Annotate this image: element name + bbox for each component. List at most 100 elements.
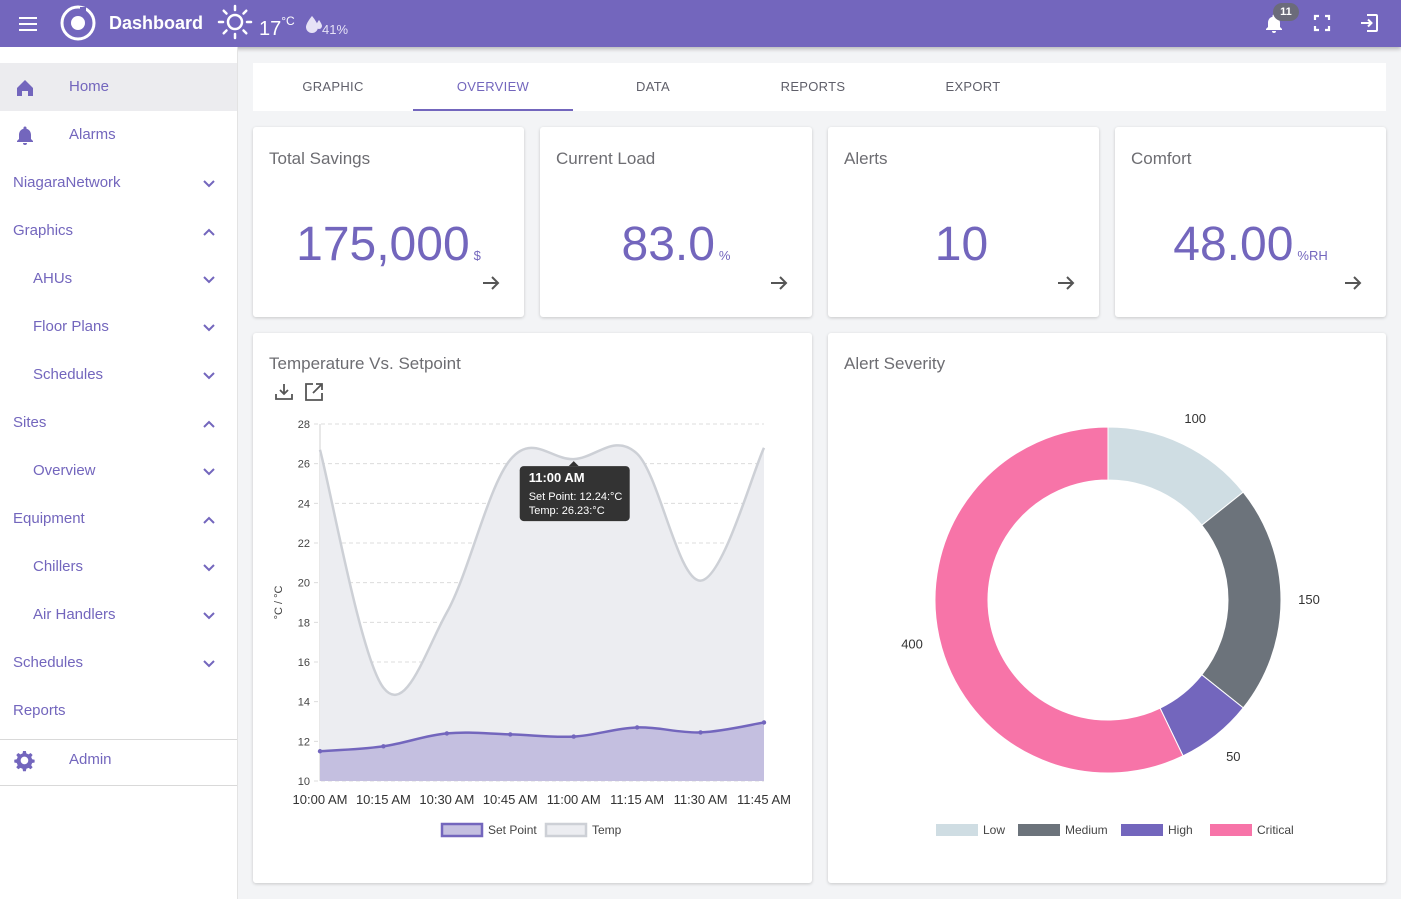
tab-overview[interactable]: OVERVIEW [413, 63, 573, 111]
setpoint-point[interactable] [317, 749, 323, 754]
sidebar-item-label: Home [69, 78, 110, 95]
sidebar-item-label: Graphics [13, 222, 74, 239]
chevron-down-icon[interactable] [200, 175, 218, 193]
setpoint-point[interactable] [381, 744, 386, 749]
arrow-right-icon[interactable] [1055, 272, 1077, 294]
y-tick-label: 28 [298, 419, 310, 431]
kpi-card-comfort: Comfort 48.00 %RH [1115, 127, 1386, 317]
tab-bar: GRAPHIC OVERVIEW DATA REPORTS EXPORT [253, 63, 1386, 111]
sidebar-divider [0, 739, 237, 740]
chevron-down-icon[interactable] [200, 559, 218, 577]
alert-severity-donut-chart: 100 150 50 400 Low Medium High Critical [901, 411, 1320, 837]
sidebar-item-label: Alarms [69, 126, 116, 143]
setpoint-point[interactable] [444, 731, 450, 736]
chevron-down-icon[interactable] [200, 319, 218, 337]
sidebar-item-label: Floor Plans [33, 318, 109, 335]
chevron-up-icon[interactable] [200, 223, 218, 241]
setpoint-point[interactable] [761, 720, 767, 725]
sidebar-item-graphics[interactable]: Graphics [0, 207, 237, 255]
fullscreen-icon[interactable] [1311, 12, 1333, 34]
tab-export[interactable]: EXPORT [945, 79, 1001, 94]
kpi-value: 10 [934, 218, 989, 271]
sun-icon [217, 4, 253, 40]
x-tick-label: 10:30 AM [419, 792, 474, 807]
sidebar-item-air-handlers[interactable]: Air Handlers [0, 591, 237, 639]
top-bar: Dashboard 17°C 41% 11 [0, 0, 1401, 47]
legend-label[interactable]: Critical [1257, 823, 1294, 837]
y-tick-label: 24 [298, 498, 310, 510]
legend-label[interactable]: High [1168, 823, 1193, 837]
legend-label[interactable]: Temp [592, 823, 622, 837]
legend-label[interactable]: Medium [1065, 823, 1108, 837]
chevron-down-icon[interactable] [200, 463, 218, 481]
menu-icon[interactable] [16, 13, 40, 35]
sidebar-item-reports[interactable]: Reports [0, 687, 237, 735]
x-tick-label: 10:15 AM [356, 792, 411, 807]
sidebar-item-overview[interactable]: Overview [0, 447, 237, 495]
sidebar-item-admin[interactable]: Admin [0, 736, 237, 784]
sidebar-item-alarms[interactable]: Alarms [0, 111, 237, 159]
series-temp-line [318, 444, 766, 697]
sidebar-item-label: NiagaraNetwork [13, 174, 121, 191]
setpoint-point[interactable] [698, 730, 703, 735]
chevron-up-icon[interactable] [200, 511, 218, 529]
sidebar-item-label: Reports [13, 702, 66, 719]
arrow-right-icon[interactable] [1342, 272, 1364, 294]
x-tick-label: 10:00 AM [293, 792, 348, 807]
legend-swatch[interactable] [1018, 824, 1060, 836]
chevron-down-icon[interactable] [200, 655, 218, 673]
tooltip-line: Temp: 26.23:°C [529, 505, 605, 517]
gear-icon [14, 750, 35, 772]
y-tick-label: 12 [298, 736, 310, 748]
legend-swatch[interactable] [936, 824, 978, 836]
tab-graphic[interactable]: GRAPHIC [302, 79, 364, 94]
sidebar-item-label: Chillers [33, 558, 84, 575]
sidebar-item-equipment[interactable]: Equipment [0, 495, 237, 543]
setpoint-point[interactable] [571, 734, 576, 739]
chevron-down-icon[interactable] [200, 367, 218, 385]
sidebar-item-floor-plans[interactable]: Floor Plans [0, 303, 237, 351]
tab-data[interactable]: DATA [636, 79, 670, 94]
donut-data-label: 400 [901, 637, 923, 652]
chevron-down-icon[interactable] [200, 271, 218, 289]
sidebar-item-niagaranetwork[interactable]: NiagaraNetwork [0, 159, 237, 207]
humidity-drop-icon [306, 16, 322, 33]
setpoint-point[interactable] [634, 725, 640, 730]
kpi-card-current-load: Current Load 83.0% [540, 127, 812, 317]
y-tick-label: 18 [298, 617, 310, 629]
x-tick-label: 11:45 AM [737, 792, 791, 807]
open-external-icon[interactable] [303, 381, 325, 403]
donut-slice-critical[interactable] [934, 426, 1184, 774]
sidebar-item-home[interactable]: Home [0, 63, 237, 111]
tab-reports[interactable]: REPORTS [780, 79, 846, 94]
download-icon[interactable] [273, 381, 295, 403]
legend-swatch[interactable] [1121, 824, 1163, 836]
y-tick-label: 26 [298, 459, 310, 471]
x-tick-label: 11:30 AM [674, 792, 728, 807]
sidebar-item-label: Sites [13, 414, 47, 431]
notification-count-badge: 11 [1273, 3, 1299, 21]
legend-swatch[interactable] [544, 822, 588, 838]
setpoint-point[interactable] [508, 732, 513, 737]
chevron-down-icon[interactable] [200, 607, 218, 625]
app-logo-icon [60, 5, 96, 41]
sidebar-item-chillers[interactable]: Chillers [0, 543, 237, 591]
donut-slice-medium[interactable] [1201, 491, 1282, 709]
chart-title: Alert Severity [844, 354, 946, 373]
chevron-up-icon[interactable] [200, 415, 218, 433]
sidebar-item-schedules[interactable]: Schedules [0, 351, 237, 399]
legend-label[interactable]: Low [983, 823, 1005, 837]
sidebar-item-ahus[interactable]: AHUs [0, 255, 237, 303]
legend-swatch[interactable] [1210, 824, 1252, 836]
donut-data-label: 50 [1226, 749, 1240, 764]
sidebar-item-schedules[interactable]: Schedules [0, 639, 237, 687]
legend-swatch[interactable] [440, 822, 484, 838]
legend-label[interactable]: Set Point [488, 823, 537, 837]
logout-icon[interactable] [1358, 12, 1380, 34]
series-setpoint-line [319, 721, 765, 753]
donut-data-label: 150 [1298, 592, 1320, 607]
sidebar-item-sites[interactable]: Sites [0, 399, 237, 447]
arrow-right-icon[interactable] [768, 272, 790, 294]
arrow-right-icon[interactable] [480, 272, 502, 294]
donut-data-label: 100 [1184, 411, 1206, 426]
